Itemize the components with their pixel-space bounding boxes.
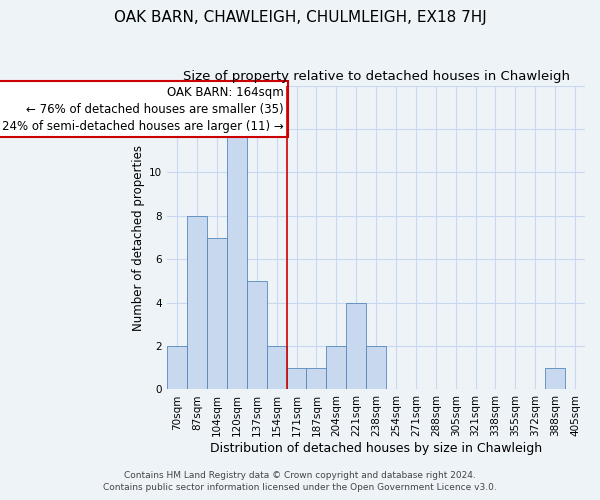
Bar xyxy=(227,129,247,390)
Bar xyxy=(307,368,326,390)
Text: OAK BARN, CHAWLEIGH, CHULMLEIGH, EX18 7HJ: OAK BARN, CHAWLEIGH, CHULMLEIGH, EX18 7H… xyxy=(113,10,487,25)
Bar xyxy=(207,238,227,390)
Bar xyxy=(346,302,366,390)
Bar xyxy=(187,216,207,390)
Text: Contains HM Land Registry data © Crown copyright and database right 2024.
Contai: Contains HM Land Registry data © Crown c… xyxy=(103,471,497,492)
Bar xyxy=(326,346,346,390)
Title: Size of property relative to detached houses in Chawleigh: Size of property relative to detached ho… xyxy=(182,70,569,83)
Bar xyxy=(366,346,386,390)
Bar xyxy=(545,368,565,390)
Bar xyxy=(167,346,187,390)
Bar xyxy=(247,281,266,390)
Text: OAK BARN: 164sqm
← 76% of detached houses are smaller (35)
24% of semi-detached : OAK BARN: 164sqm ← 76% of detached house… xyxy=(2,86,284,132)
Bar xyxy=(266,346,287,390)
X-axis label: Distribution of detached houses by size in Chawleigh: Distribution of detached houses by size … xyxy=(210,442,542,455)
Y-axis label: Number of detached properties: Number of detached properties xyxy=(132,144,145,330)
Bar xyxy=(287,368,307,390)
